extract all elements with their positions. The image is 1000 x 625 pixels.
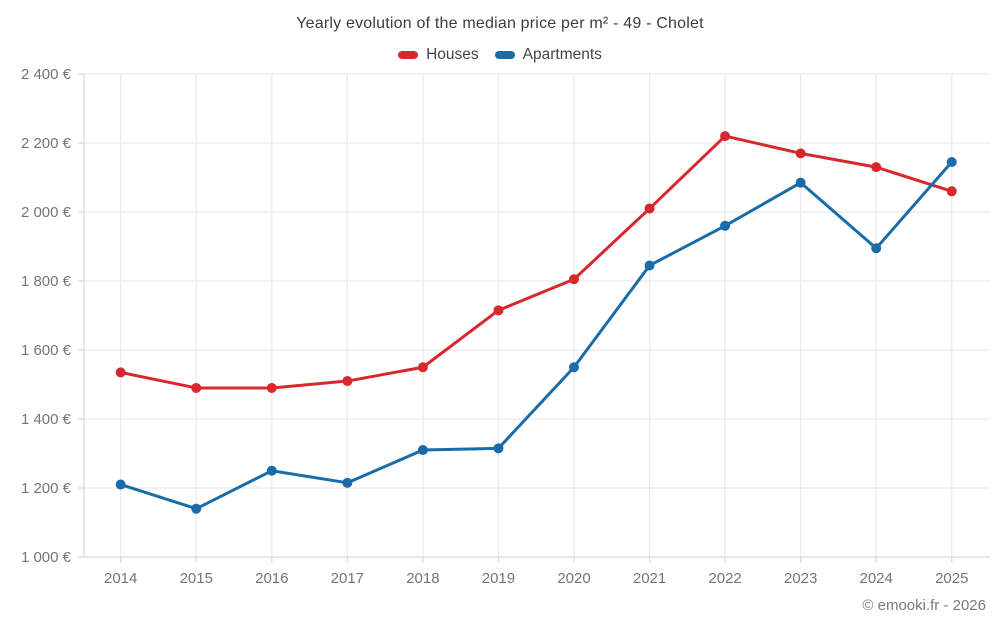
data-point-apartments-2016[interactable] — [266, 465, 277, 476]
y-tick-label: 1 600 € — [21, 342, 72, 359]
data-point-apartments-2023[interactable] — [795, 177, 806, 188]
y-tick-label: 1 000 € — [21, 549, 72, 566]
data-point-apartments-2014[interactable] — [115, 479, 126, 490]
data-point-apartments-2024[interactable] — [871, 243, 882, 254]
legend-swatch-apartments — [494, 51, 515, 59]
data-point-apartments-2022[interactable] — [720, 220, 731, 231]
y-tick-label: 1 200 € — [21, 480, 72, 497]
series-line-apartments — [119, 160, 954, 511]
x-tick-label: 2023 — [784, 570, 817, 587]
series-line-houses — [119, 134, 954, 390]
data-point-houses-2016[interactable] — [266, 382, 277, 393]
x-tick-label: 2017 — [331, 570, 364, 587]
data-point-apartments-2015[interactable] — [191, 503, 202, 514]
data-point-apartments-2021[interactable] — [644, 260, 655, 271]
data-point-apartments-2020[interactable] — [569, 362, 579, 373]
y-tick-label: 2 000 € — [21, 204, 72, 221]
data-point-houses-2015[interactable] — [191, 382, 202, 393]
y-tick-label: 1 800 € — [21, 273, 72, 290]
data-point-houses-2023[interactable] — [795, 148, 806, 159]
data-point-houses-2019[interactable] — [493, 305, 504, 316]
legend-item-houses[interactable]: Houses — [398, 46, 479, 64]
x-tick-label: 2015 — [180, 570, 213, 587]
x-tick-label: 2018 — [406, 570, 439, 587]
data-point-houses-2014[interactable] — [115, 367, 126, 378]
x-tick-label: 2020 — [557, 570, 590, 587]
data-point-houses-2017[interactable] — [342, 376, 353, 387]
legend-swatch-houses — [398, 51, 419, 59]
legend-label: Houses — [426, 46, 479, 63]
y-tick-label: 1 400 € — [21, 411, 72, 428]
chart-legend: Houses Apartments — [0, 46, 1000, 64]
data-point-apartments-2018[interactable] — [417, 445, 428, 456]
data-point-apartments-2019[interactable] — [493, 443, 504, 454]
data-point-houses-2020[interactable] — [569, 274, 579, 285]
x-tick-label: 2014 — [104, 570, 137, 587]
legend-item-apartments[interactable]: Apartments — [494, 46, 602, 64]
x-tick-label: 2016 — [255, 570, 288, 587]
data-point-houses-2024[interactable] — [871, 162, 882, 173]
data-point-houses-2025[interactable] — [946, 186, 957, 197]
data-point-houses-2022[interactable] — [720, 131, 731, 142]
chart-title: Yearly evolution of the median price per… — [296, 15, 704, 32]
y-tick-label: 2 400 € — [21, 66, 72, 83]
data-point-apartments-2025[interactable] — [946, 156, 957, 167]
data-point-houses-2021[interactable] — [644, 203, 655, 214]
x-tick-label: 2025 — [935, 570, 968, 587]
data-point-apartments-2017[interactable] — [342, 477, 353, 488]
x-tick-label: 2022 — [708, 570, 741, 587]
legend-label: Apartments — [522, 46, 602, 63]
x-tick-label: 2021 — [633, 570, 666, 587]
copyright: © emooki.fr - 2026 — [862, 597, 986, 614]
y-tick-label: 2 200 € — [21, 135, 72, 152]
x-tick-label: 2019 — [482, 570, 515, 587]
data-point-houses-2018[interactable] — [417, 362, 428, 373]
x-tick-label: 2024 — [860, 570, 893, 587]
